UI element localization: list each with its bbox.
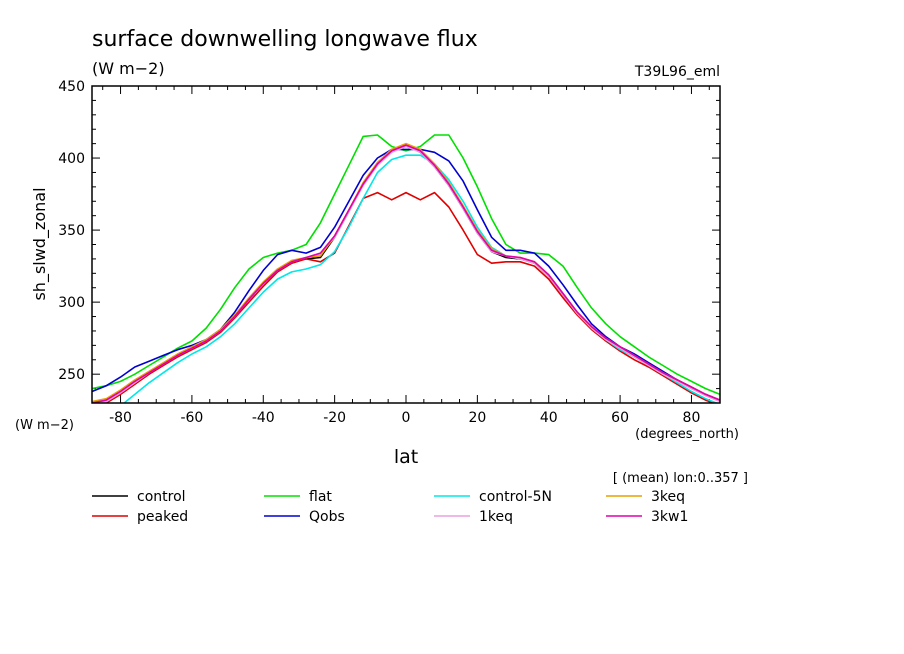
series-line-control-5N: [122, 154, 719, 403]
legend-label: 1keq: [479, 509, 513, 525]
legend-label: control-5N: [479, 489, 552, 505]
series-line-3kw1: [92, 144, 720, 403]
legend-label: peaked: [137, 509, 188, 525]
plot-frame: [91, 85, 721, 404]
y-tick-label: 450: [58, 79, 85, 95]
legend-label: 3kw1: [651, 509, 688, 525]
x-tick-label: -20: [323, 410, 346, 426]
series-line-1keq: [94, 145, 720, 403]
x-tick-label: 40: [540, 410, 558, 426]
series-layer: [92, 134, 720, 403]
x-tick-label: -80: [109, 410, 132, 426]
subset-note: [ (mean) lon:0..357 ]: [613, 471, 748, 486]
y-tick-label: 300: [58, 295, 85, 311]
x-tick-label: 20: [468, 410, 486, 426]
x-tick-label: 80: [683, 410, 701, 426]
legend: control peaked flat Qobs control-5N 1keq 3keq 3…: [92, 489, 688, 525]
legend-label: Qobs: [309, 509, 345, 525]
units-label: (W m−2): [92, 59, 165, 78]
x-tick-label: -60: [180, 410, 203, 426]
y-tick-label: 350: [58, 223, 85, 239]
y-corner-units: (W m−2): [15, 418, 74, 433]
series-line-control: [92, 144, 720, 403]
y-tick-label: 250: [58, 367, 85, 383]
x-axis-label: lat: [394, 446, 418, 468]
x-tick-label: 60: [611, 410, 629, 426]
series-line-Qobs: [92, 148, 720, 401]
y-axis-label: sh_slwd_zonal: [30, 187, 50, 300]
tick-label-layer: -80 -60 -40 -20 0 20 40 60 80 250 300 350 400 450: [58, 79, 700, 426]
x-units-label: (degrees_north): [635, 427, 739, 442]
legend-label: 3keq: [651, 489, 685, 505]
series-line-flat: [92, 134, 720, 396]
x-tick-label: -40: [252, 410, 275, 426]
y-tick-label: 400: [58, 151, 85, 167]
series-line-peaked: [102, 191, 715, 403]
chart-title: surface downwelling longwave flux: [92, 27, 478, 52]
dataset-label: T39L96_eml: [634, 64, 720, 80]
legend-label: control: [137, 489, 186, 505]
legend-label: flat: [309, 489, 332, 505]
series-line-3keq: [92, 142, 720, 403]
x-tick-label: 0: [402, 410, 411, 426]
